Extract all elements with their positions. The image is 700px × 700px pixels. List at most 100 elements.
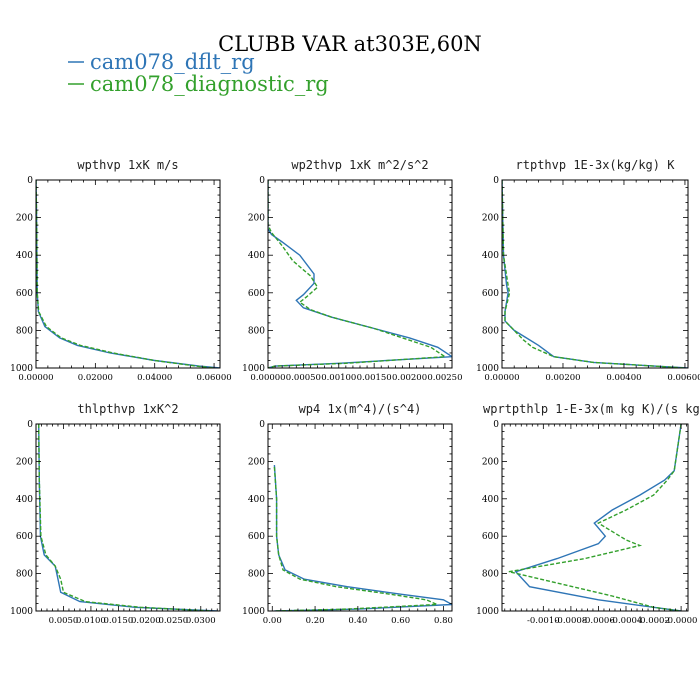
y-tick-label: 600 — [482, 532, 499, 542]
x-tick-label: 0.0300 — [186, 616, 216, 626]
x-tick-label: 0.00100 — [321, 373, 356, 383]
x-tick-label: -0.0010 — [527, 616, 560, 626]
y-tick-label: 200 — [248, 214, 265, 224]
panel-3: rtpthvp 1E-3x(kg/kg) K020040060080010000… — [476, 158, 700, 383]
series-group — [508, 424, 682, 611]
panel-title: wp2thvp 1xK m^2/s^2 — [291, 158, 428, 172]
y-tick-label: 0 — [493, 420, 499, 430]
x-tick-label: 0.00000 — [484, 373, 519, 383]
x-tick-label: 0.0150 — [104, 616, 134, 626]
x-tick-label: 0.0100 — [76, 616, 106, 626]
series-group — [38, 424, 218, 611]
series-line-diagnostic — [268, 180, 448, 368]
series-line-dflt — [38, 424, 218, 611]
series-line-diagnostic — [273, 466, 438, 611]
legend-label-dflt: cam078_dflt_rg — [90, 50, 255, 74]
y-tick-label: 1000 — [476, 607, 499, 617]
panel-title: wprtpthlp 1-E-3x(m kg K)/(s kg) — [483, 402, 700, 416]
y-tick-label: 0 — [259, 420, 265, 430]
x-tick-label: 0.80 — [434, 616, 453, 626]
y-tick-label: 800 — [482, 570, 499, 580]
series-line-diagnostic — [38, 424, 212, 611]
x-tick-label: 0.00600 — [667, 373, 700, 383]
y-tick-label: 1000 — [10, 364, 33, 374]
y-tick-label: 800 — [16, 570, 33, 580]
series-group — [268, 180, 452, 368]
y-tick-label: 400 — [16, 251, 33, 261]
x-tick-label: 0.0050 — [49, 616, 79, 626]
x-tick-label: 0.00150 — [357, 373, 392, 383]
series-line-dflt — [502, 180, 688, 368]
y-tick-label: 600 — [248, 532, 265, 542]
legend: cam078_dflt_rg cam078_diagnostic_rg — [68, 50, 329, 96]
y-tick-label: 0 — [27, 176, 33, 186]
x-tick-label: 0.06000 — [196, 373, 231, 383]
x-tick-label: -0.0008 — [555, 616, 588, 626]
chart-title: CLUBB VAR at303E,60N — [218, 32, 482, 56]
y-tick-label: 1000 — [476, 364, 499, 374]
x-tick-label: -0.0002 — [637, 616, 670, 626]
y-tick-label: 800 — [16, 326, 33, 336]
panel-frame — [267, 179, 453, 369]
y-tick-label: 600 — [16, 289, 33, 299]
series-line-dflt — [273, 465, 452, 611]
x-tick-label: 0.00200 — [392, 373, 427, 383]
y-tick-label: 200 — [16, 457, 33, 467]
y-tick-label: 200 — [482, 214, 499, 224]
y-tick-label: 400 — [248, 251, 265, 261]
y-tick-label: 400 — [482, 495, 499, 505]
panel-title: thlpthvp 1xK^2 — [77, 402, 178, 416]
x-tick-label: 0.0200 — [131, 616, 161, 626]
y-tick-label: 0 — [27, 420, 33, 430]
panel-frame — [35, 179, 221, 369]
y-tick-label: 600 — [482, 289, 499, 299]
series-line-dflt — [36, 180, 220, 368]
y-tick-label: 1000 — [10, 607, 33, 617]
x-tick-label: 0.20 — [306, 616, 325, 626]
y-tick-label: 1000 — [242, 364, 265, 374]
x-tick-label: 0.00000 — [18, 373, 53, 383]
y-tick-label: 800 — [482, 326, 499, 336]
panel-frame — [35, 423, 221, 612]
y-tick-label: 400 — [482, 251, 499, 261]
x-tick-label: 0.40 — [348, 616, 367, 626]
series-line-diagnostic — [36, 180, 215, 368]
x-tick-label: 0.00000 — [250, 373, 285, 383]
series-line-diagnostic — [508, 424, 682, 611]
y-tick-label: 400 — [16, 495, 33, 505]
x-tick-label: 0.60 — [391, 616, 410, 626]
x-tick-label: -0.0000 — [665, 616, 698, 626]
x-tick-label: 0.02000 — [78, 373, 113, 383]
series-line-dflt — [268, 180, 452, 368]
y-tick-label: 1000 — [242, 607, 265, 617]
y-tick-label: 800 — [248, 570, 265, 580]
y-tick-label: 200 — [248, 457, 265, 467]
x-tick-label: 0.00 — [263, 616, 282, 626]
y-tick-label: 0 — [493, 176, 499, 186]
y-tick-label: 0 — [259, 176, 265, 186]
series-group — [502, 180, 688, 368]
x-tick-label: 0.04000 — [137, 373, 172, 383]
legend-label-diagnostic: cam078_diagnostic_rg — [90, 72, 329, 96]
x-tick-label: 0.00200 — [545, 373, 580, 383]
x-tick-label: 0.00050 — [286, 373, 321, 383]
panel-4: thlpthvp 1xK^2020040060080010000.00500.0… — [10, 402, 221, 626]
y-tick-label: 200 — [482, 457, 499, 467]
series-group — [36, 180, 220, 368]
panel-frame — [501, 423, 689, 612]
y-tick-label: 600 — [248, 289, 265, 299]
x-tick-label: -0.0004 — [610, 616, 643, 626]
panel-6: wprtpthlp 1-E-3x(m kg K)/(s kg) 0 200 400 60… — [476, 402, 700, 626]
panel-title: wp4 1x(m^4)/(s^4) — [299, 402, 422, 416]
x-tick-label: 0.00250 — [427, 373, 462, 383]
y-tick-label: 400 — [248, 495, 265, 505]
series-group — [273, 465, 452, 611]
x-tick-label: 0.00400 — [606, 373, 641, 383]
series-line-dflt — [514, 424, 682, 611]
panel-title: rtpthvp 1E-3x(kg/kg) K — [516, 158, 676, 172]
x-tick-label: 0.0250 — [158, 616, 188, 626]
